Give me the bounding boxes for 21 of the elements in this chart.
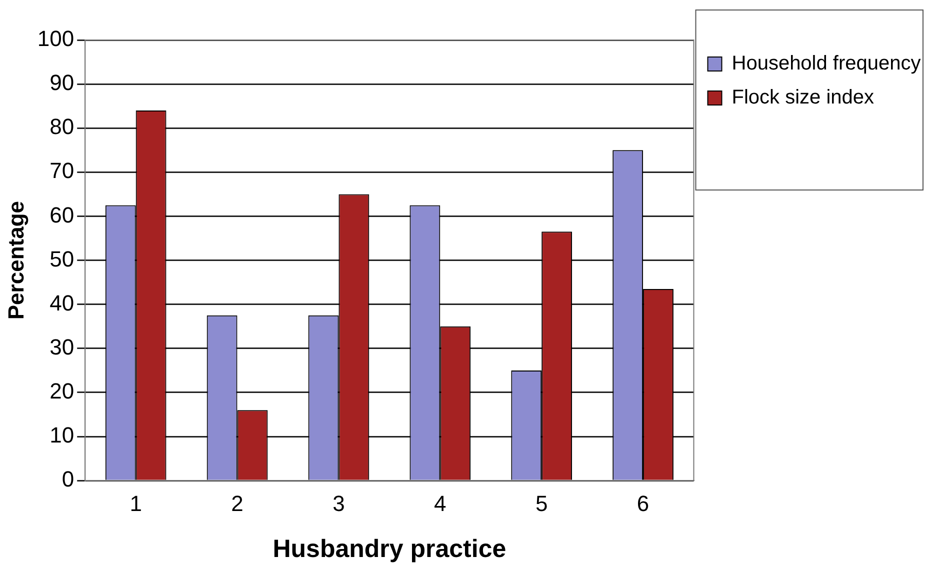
x-tick-label: 3 bbox=[332, 490, 345, 516]
y-tick-label: 60 bbox=[50, 202, 74, 228]
y-tick-label: 20 bbox=[50, 378, 74, 404]
y-tick-label: 50 bbox=[50, 246, 74, 272]
x-tick-label: 1 bbox=[130, 490, 142, 516]
y-tick-label: 10 bbox=[50, 422, 74, 448]
y-tick-label: 40 bbox=[50, 290, 74, 316]
y-tick-label: 100 bbox=[37, 26, 74, 52]
x-axis-title: Husbandry practice bbox=[272, 534, 506, 563]
legend-label: Flock size index bbox=[732, 86, 874, 109]
y-tick-label: 30 bbox=[50, 334, 74, 360]
legend-label: Household frequency bbox=[732, 52, 921, 75]
y-tick-label: 80 bbox=[50, 114, 74, 140]
x-tick-label: 4 bbox=[434, 490, 446, 516]
x-tick-label: 6 bbox=[636, 490, 650, 516]
y-tick-label: 90 bbox=[50, 70, 74, 96]
y-tick-label: 0 bbox=[62, 466, 74, 492]
x-tick-label: 2 bbox=[231, 490, 244, 516]
y-axis-title: Percentage bbox=[3, 200, 28, 320]
y-tick-label: 70 bbox=[50, 158, 74, 184]
x-tick-label: 5 bbox=[535, 490, 548, 516]
